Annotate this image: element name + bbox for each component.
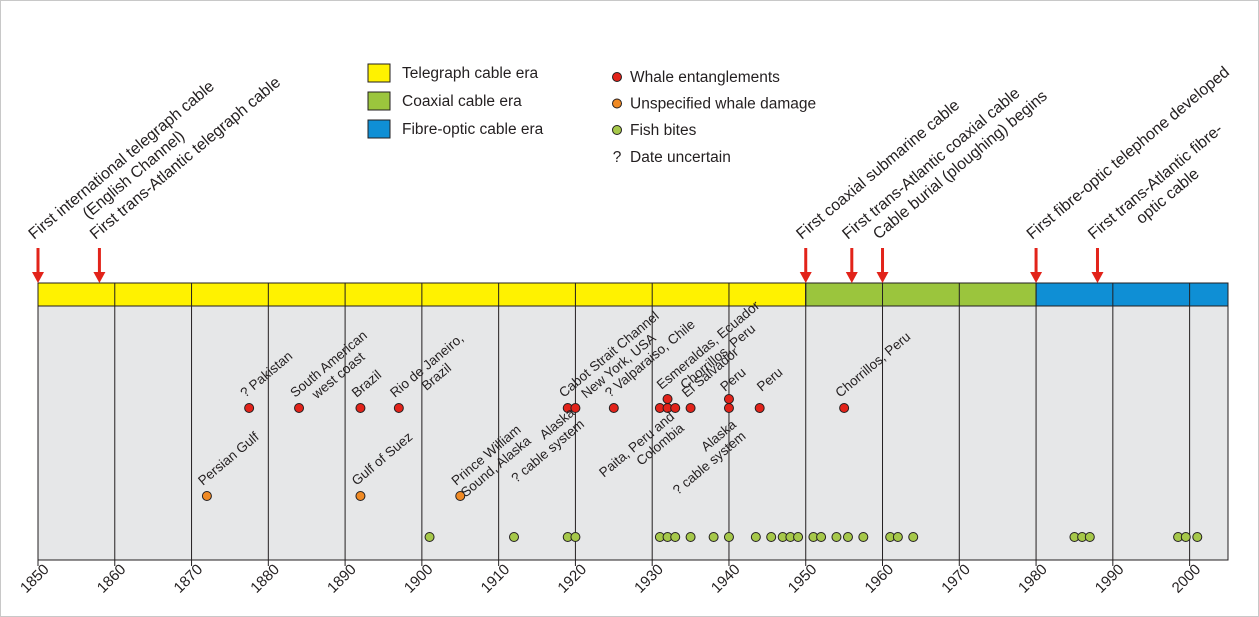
legend-label: Fibre-optic cable era (402, 121, 544, 138)
milestone-arrowhead (1030, 272, 1043, 283)
legend-label: Telegraph cable era (402, 65, 539, 82)
milestone-arrowhead (93, 272, 106, 283)
event-dot (570, 403, 581, 413)
legend-label: Whale entanglements (630, 69, 780, 86)
milestone-arrowhead (799, 272, 812, 283)
event-dot (244, 403, 255, 413)
legend-label: Fish bites (630, 122, 697, 139)
event-dot (685, 532, 696, 542)
legend-dot (612, 125, 622, 135)
milestone-arrowhead (845, 272, 858, 283)
event-dot (1084, 532, 1095, 542)
event-dot (608, 403, 619, 413)
event-dot (831, 532, 842, 542)
legend-marker: ? (613, 149, 622, 166)
event-dot (294, 403, 305, 413)
legend-label: Unspecified whale damage (630, 96, 816, 113)
event-dot (455, 491, 466, 501)
legend-dot (612, 72, 622, 82)
event-dot (892, 532, 903, 542)
legend-swatch (367, 63, 391, 83)
event-dot (685, 403, 696, 413)
event-dot (1180, 532, 1191, 542)
event-dot (201, 491, 212, 501)
event-dot (424, 532, 435, 542)
legend-swatch (367, 119, 391, 139)
event-dot (662, 394, 673, 404)
milestone-arrowhead (876, 272, 889, 283)
event-dot (393, 403, 404, 413)
event-dot (754, 403, 765, 413)
event-dot (793, 532, 804, 542)
event-dot (1192, 532, 1203, 542)
plot-panel (37, 305, 1229, 561)
event-dot (509, 532, 519, 542)
event-dot (570, 532, 581, 542)
legend-label: Date uncertain (630, 149, 731, 166)
milestone-arrowhead (1091, 272, 1104, 283)
event-dot (839, 403, 850, 413)
event-dot (842, 532, 853, 542)
legend-swatch (367, 91, 391, 111)
milestone-arrowhead (32, 272, 44, 283)
legend-label: Coaxial cable era (402, 93, 522, 110)
event-dot (908, 532, 919, 542)
event-dot (708, 532, 719, 542)
event-dot (766, 532, 777, 542)
event-dot (355, 403, 366, 413)
event-dot (670, 403, 681, 413)
event-dot (355, 491, 366, 501)
event-dot (723, 532, 734, 542)
event-dot (750, 532, 761, 542)
era-bar (1035, 282, 1229, 307)
legend-dot (612, 98, 622, 109)
event-dot (858, 532, 869, 542)
event-dot (670, 532, 681, 542)
event-dot (816, 532, 827, 542)
era-bar (805, 282, 1037, 307)
event-dot (723, 394, 734, 404)
event-dot (723, 403, 734, 413)
